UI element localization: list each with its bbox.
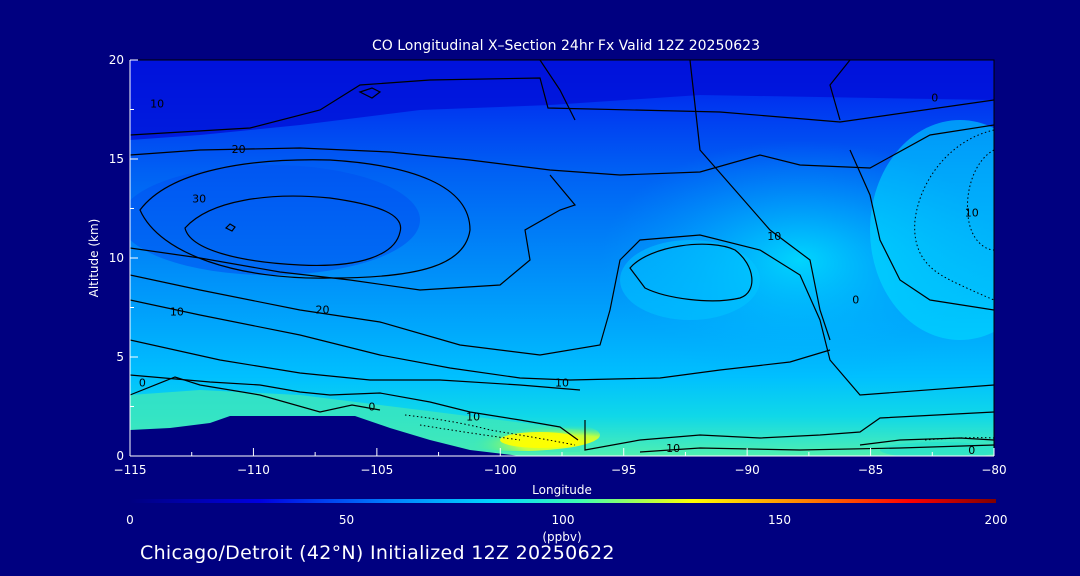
chart-title: CO Longitudinal X–Section 24hr Fx Valid … [372,38,760,54]
contour-label: 10 [767,230,781,243]
contour-label: 20 [316,303,330,316]
y-tick-label: 5 [116,350,124,364]
y-tick-label: 20 [109,53,124,67]
colorbar-units: (ppbv) [542,530,581,544]
y-axis: 0 5 10 15 20 [109,53,138,463]
x-tick-label: −95 [611,463,636,477]
x-tick-label: −110 [237,463,270,477]
y-axis-label: Altitude (km) [87,219,101,298]
co-field [130,60,994,456]
colorbar-tick-label: 100 [552,513,575,527]
colorbar [130,499,996,503]
negative-contours [404,129,994,446]
y-tick-label: 15 [109,152,124,166]
terrain [130,416,520,456]
colorbar-tick-label: 200 [985,513,1008,527]
x-tick-label: −90 [734,463,759,477]
contour-label: 10 [555,377,569,390]
contours [130,60,994,453]
y-tick-label: 10 [109,251,124,265]
contour-label: 30 [192,193,206,206]
x-tick-label: −100 [484,463,517,477]
x-axis: −115 −110 −105 −100 −95 −90 −85 −80 [114,448,1007,477]
contour-label: 0 [852,294,859,307]
contour-label: 0 [368,400,375,413]
x-tick-label: −115 [114,463,147,477]
contour-label: 10 [170,305,184,318]
x-tick-label: −105 [360,463,393,477]
colorbar-tick-label: 50 [339,513,354,527]
contour-label: 10 [466,410,480,423]
contour-label: 20 [232,143,246,156]
x-axis-label: Longitude [532,483,592,497]
bottom-caption: Chicago/Detroit (42°N) Initialized 12Z 2… [140,542,615,564]
y-tick-label: 0 [116,449,124,463]
contour-label: 0 [931,92,938,105]
colorbar-ticks: 0 50 100 150 200 [126,513,1007,527]
contour-label: 10 [150,98,164,111]
x-tick-label: −80 [981,463,1006,477]
contour-label: 0 [139,377,146,390]
x-tick-label: −85 [858,463,883,477]
contour-labels: 10 20 30 10 20 0 0 10 10 10 10 0 0 10 0 [139,92,979,457]
colorbar-tick-label: 0 [126,513,134,527]
contour-label: 10 [666,442,680,455]
colorbar-tick-label: 150 [768,513,791,527]
contour-label: 0 [968,444,975,457]
contour-label: 10 [965,206,979,219]
